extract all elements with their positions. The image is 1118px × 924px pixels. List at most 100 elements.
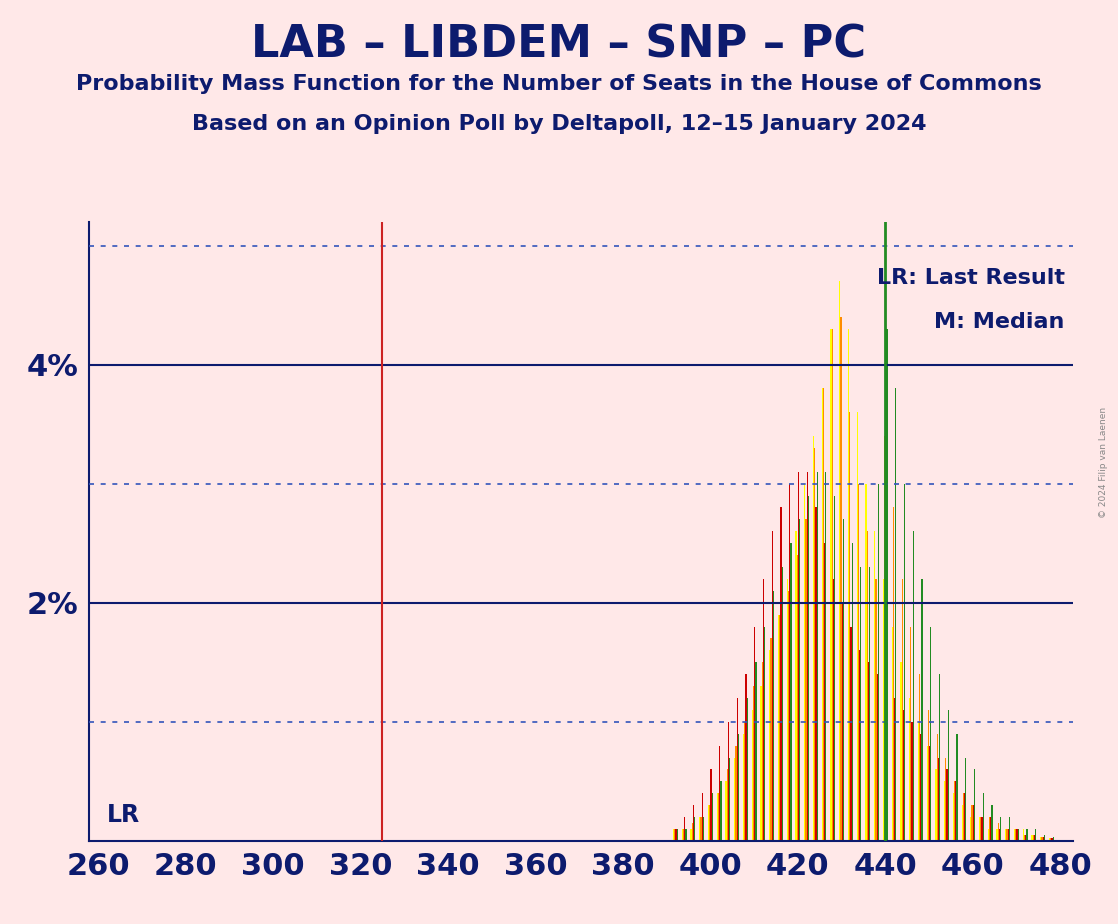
Bar	[910, 626, 911, 841]
Bar	[883, 579, 884, 841]
Text: LR: Last Result: LR: Last Result	[877, 268, 1064, 288]
Bar	[928, 710, 929, 841]
Bar	[911, 722, 912, 841]
Bar	[860, 567, 862, 841]
Bar	[1040, 837, 1042, 841]
Bar	[1051, 838, 1053, 841]
Bar	[822, 388, 823, 841]
Bar	[841, 317, 842, 841]
Bar	[1034, 835, 1035, 841]
Bar	[805, 519, 806, 841]
Bar	[930, 626, 931, 841]
Bar	[909, 698, 910, 841]
Bar	[868, 663, 869, 841]
Bar	[747, 698, 748, 841]
Bar	[852, 543, 853, 841]
Bar	[979, 817, 980, 841]
Bar	[808, 495, 809, 841]
Bar	[736, 746, 737, 841]
Bar	[1015, 829, 1016, 841]
Bar	[970, 817, 972, 841]
Bar	[691, 829, 692, 841]
Bar	[745, 722, 746, 841]
Bar	[813, 436, 814, 841]
Bar	[843, 519, 844, 841]
Bar	[856, 412, 858, 841]
Bar	[708, 805, 709, 841]
Bar	[887, 329, 888, 841]
Bar	[790, 543, 792, 841]
Bar	[1001, 817, 1002, 841]
Bar	[1016, 829, 1017, 841]
Bar	[894, 698, 896, 841]
Bar	[675, 829, 676, 841]
Bar	[896, 388, 897, 841]
Bar	[823, 388, 824, 841]
Bar	[780, 507, 781, 841]
Bar	[751, 710, 752, 841]
Bar	[1053, 837, 1054, 841]
Bar	[833, 579, 834, 841]
Text: Probability Mass Function for the Number of Seats in the House of Commons: Probability Mass Function for the Number…	[76, 74, 1042, 94]
Bar	[920, 734, 921, 841]
Bar	[929, 746, 930, 841]
Bar	[738, 734, 739, 841]
Bar	[900, 663, 901, 841]
Bar	[936, 770, 937, 841]
Bar	[1044, 835, 1045, 841]
Bar	[756, 663, 757, 841]
Bar	[787, 579, 788, 841]
Bar	[676, 829, 678, 841]
Bar	[683, 829, 684, 841]
Bar	[849, 412, 851, 841]
Text: © 2024 Filip van Laenen: © 2024 Filip van Laenen	[1099, 407, 1108, 517]
Bar	[804, 483, 805, 841]
Bar	[727, 770, 728, 841]
Bar	[918, 722, 919, 841]
Bar	[944, 782, 945, 841]
Bar	[953, 793, 954, 841]
Bar	[1007, 829, 1008, 841]
Bar	[735, 758, 736, 841]
Bar	[912, 531, 913, 841]
Bar	[694, 817, 695, 841]
Bar	[875, 579, 877, 841]
Bar	[938, 758, 939, 841]
Bar	[762, 579, 764, 841]
Bar	[746, 675, 747, 841]
Bar	[770, 638, 771, 841]
Bar	[769, 650, 770, 841]
Bar	[824, 543, 825, 841]
Bar	[954, 782, 955, 841]
Bar	[729, 758, 730, 841]
Bar	[1033, 835, 1034, 841]
Bar	[781, 567, 783, 841]
Bar	[719, 746, 720, 841]
Bar	[989, 817, 991, 841]
Bar	[673, 829, 674, 841]
Bar	[798, 472, 799, 841]
Bar	[964, 793, 965, 841]
Bar	[996, 829, 997, 841]
Bar	[1035, 829, 1036, 841]
Bar	[815, 507, 816, 841]
Bar	[891, 626, 893, 841]
Text: Based on an Opinion Poll by Deltapoll, 12–15 January 2024: Based on an Opinion Poll by Deltapoll, 1…	[192, 114, 926, 134]
Text: LR: LR	[107, 803, 140, 827]
Bar	[797, 555, 798, 841]
Bar	[728, 722, 729, 841]
Bar	[992, 805, 993, 841]
Bar	[997, 823, 999, 841]
Bar	[1050, 838, 1051, 841]
Bar	[999, 829, 1001, 841]
Bar	[851, 626, 852, 841]
Bar	[699, 817, 700, 841]
Bar	[799, 519, 800, 841]
Bar	[884, 436, 885, 841]
Bar	[692, 823, 693, 841]
Bar	[788, 590, 789, 841]
Bar	[965, 758, 966, 841]
Bar	[1049, 838, 1050, 841]
Bar	[972, 805, 973, 841]
Bar	[927, 746, 928, 841]
